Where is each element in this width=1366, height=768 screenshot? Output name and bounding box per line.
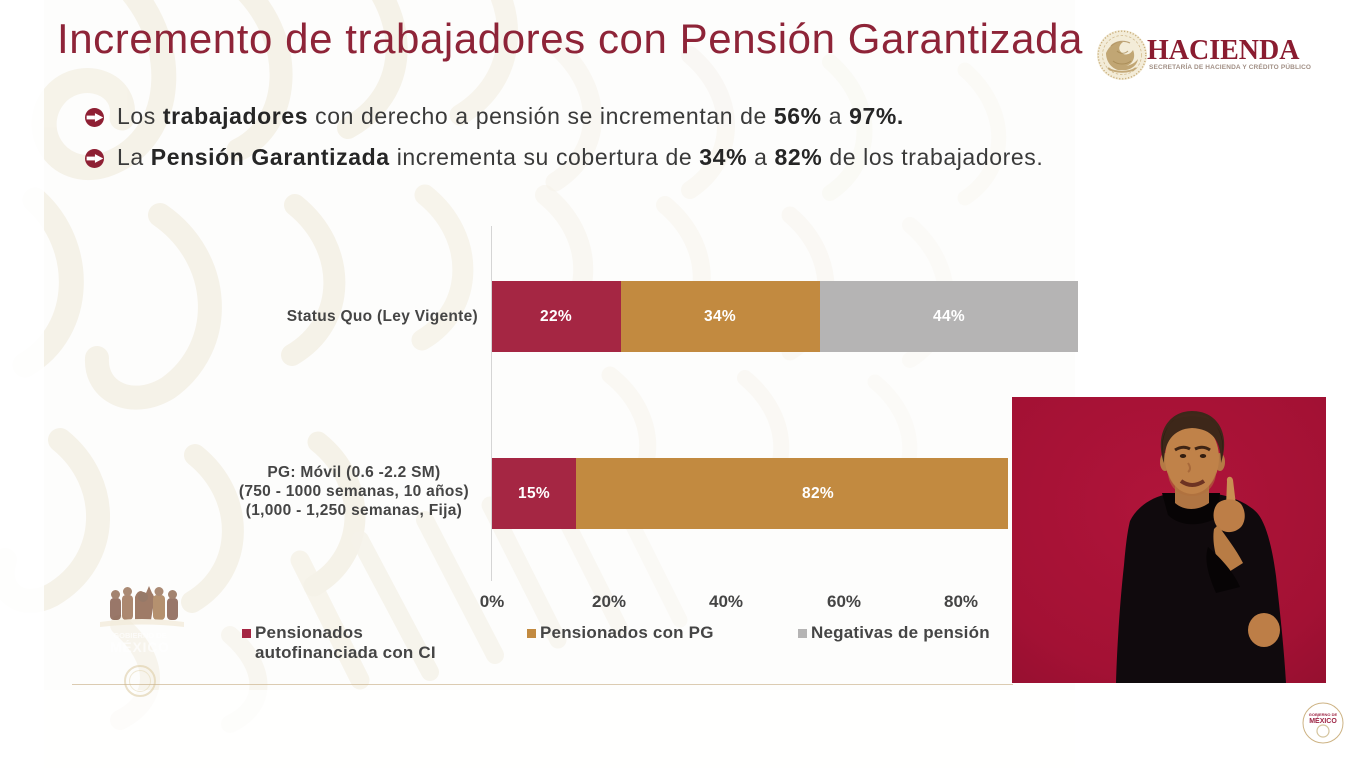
svg-text:MÉXICO: MÉXICO	[110, 640, 169, 655]
svg-text:MÉXICO: MÉXICO	[1309, 716, 1337, 725]
svg-text:GOBIERNO DE: GOBIERNO DE	[1309, 712, 1338, 717]
svg-text:GOBIERNO DE: GOBIERNO DE	[113, 631, 166, 640]
